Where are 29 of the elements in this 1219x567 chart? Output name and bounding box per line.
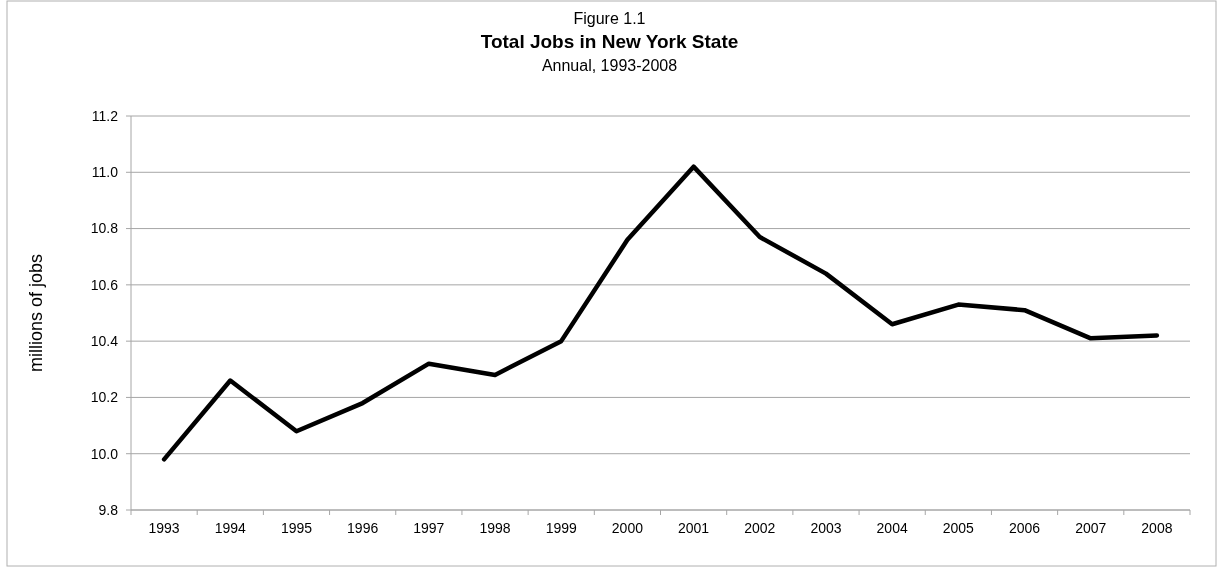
x-tick-label: 2007 (1075, 520, 1107, 536)
line-series (161, 164, 1160, 462)
x-tick-label: 2006 (1008, 520, 1041, 536)
y-tick-label: 10.0 (90, 445, 119, 462)
x-tick-label: 2002 (744, 520, 776, 536)
x-tick-label: 2001 (678, 520, 710, 536)
x-tick-label: 1995 (280, 520, 313, 536)
x-tick-label: 2000 (611, 520, 644, 536)
x-tick-label: 1994 (214, 520, 247, 536)
y-tick-label: 9.8 (98, 501, 119, 518)
y-tick-label: 10.8 (90, 220, 119, 237)
chart-title: Total Jobs in New York State (480, 31, 739, 52)
y-tick-label: 10.2 (90, 389, 119, 406)
caption: Figure 1.1 (573, 10, 646, 27)
y-tick-label: 11.0 (91, 164, 119, 181)
x-tick-label: 2008 (1141, 520, 1173, 536)
chart-subtitle: Annual, 1993-2008 (541, 57, 678, 74)
y-tick-label: 10.6 (90, 276, 119, 293)
y-axis-title: millions of jobs (26, 253, 46, 373)
x-tick-label: 1999 (545, 520, 577, 536)
x-tick-label: 2005 (942, 520, 975, 536)
x-tick-label: 1996 (347, 520, 379, 536)
x-tick-label: 1993 (148, 520, 180, 536)
x-tick-label: 1997 (413, 520, 445, 536)
y-tick-label: 11.2 (91, 107, 119, 124)
x-tick-label: 2003 (810, 520, 842, 536)
x-tick-label: 2004 (876, 520, 908, 536)
y-tick-label: 10.4 (90, 333, 119, 350)
x-tick-label: 1998 (479, 520, 511, 536)
